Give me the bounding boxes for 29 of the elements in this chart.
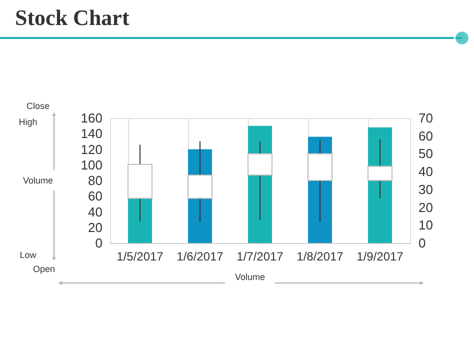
y-tick-label: 0 [95, 236, 102, 250]
text: Low [20, 250, 37, 260]
y2-tick-label: 30 [418, 182, 433, 197]
y-tick-label: 140 [80, 126, 102, 142]
y-tick-label: 80 [88, 173, 102, 188]
text: Volume [22, 176, 54, 186]
x-tick-label: 1/7/2017 [236, 250, 284, 264]
y-tick-label: 120 [80, 142, 102, 157]
x-tick-label: 1/5/2017 [116, 250, 164, 264]
y2-tick-label: 0 [418, 236, 426, 250]
y2-tick-label: 60 [418, 128, 433, 144]
text: Close [26, 101, 50, 111]
y-tick-label: 60 [88, 188, 102, 204]
y-tick-label: 40 [88, 204, 102, 220]
y2-tick-label: 70 [418, 110, 433, 126]
y2-tick-label: 20 [418, 200, 433, 215]
x-tick-label: 1/6/2017 [176, 250, 224, 264]
y-tick-label: 20 [88, 220, 102, 235]
x-tick-label: 1/8/2017 [296, 250, 344, 264]
y-tick-label: 160 [80, 110, 102, 126]
chart-title: Stock Chart [15, 5, 130, 30]
y2-tick-label: 50 [418, 146, 433, 162]
text: Volume [234, 272, 266, 282]
x-tick-label: 1/9/2017 [356, 250, 404, 264]
y-tick-label: 100 [80, 157, 102, 172]
y2-tick-label: 40 [418, 164, 433, 180]
text: Open [32, 264, 56, 274]
text: High [18, 117, 38, 127]
y2-tick-label: 10 [418, 218, 433, 233]
